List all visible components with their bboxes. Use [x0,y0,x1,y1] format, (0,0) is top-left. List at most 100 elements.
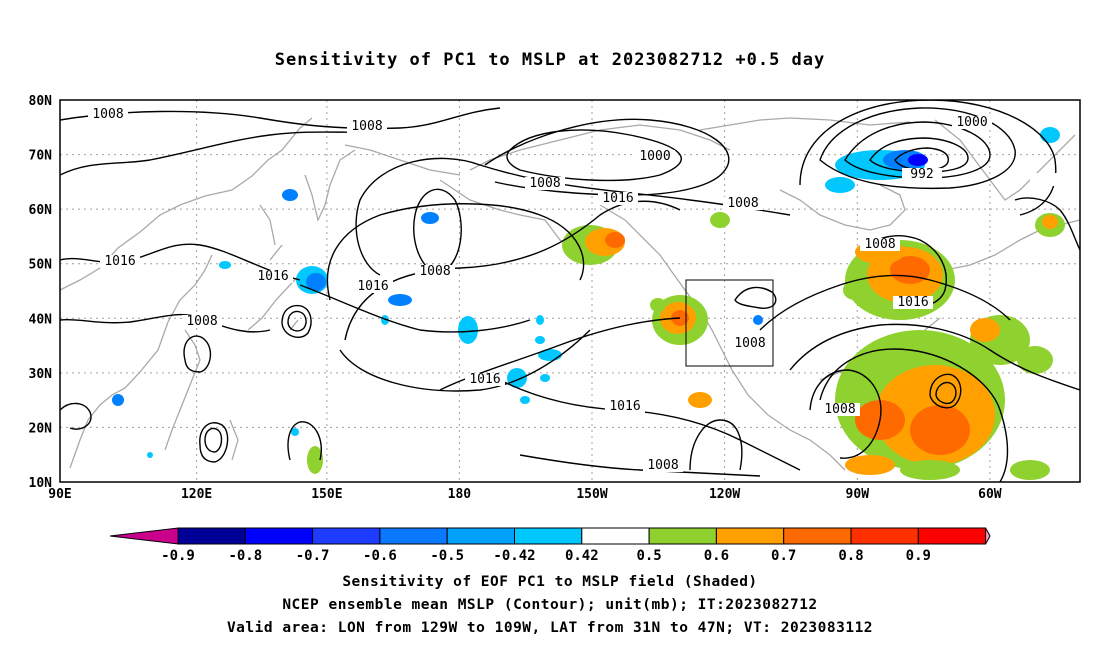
contour-label-bg [635,150,675,163]
shade-patch [307,446,323,474]
contour-line [204,427,223,453]
shade-patch [540,374,550,382]
shade-patch [306,273,326,291]
colorbar-tick-label: -0.5 [430,548,464,564]
contour-value-label: 1008 [864,237,895,252]
contour-line [326,203,585,301]
contour-value-label: 1000 [639,149,670,164]
latitude-labels: 80N 70N 60N 50N 40N 30N 20N 10N [29,94,53,491]
lon-tick-label: 120E [181,487,212,502]
shade-patch [520,396,530,404]
contour-line [287,421,322,461]
contour-value-label: 1008 [727,196,758,211]
shade-patch [219,261,231,269]
colorbar-swatch [514,527,583,545]
contour-line [809,369,882,459]
contour-line [1014,197,1080,251]
shade-patch [753,315,763,325]
contour-line [281,304,312,338]
contour-line [929,373,962,409]
contour-line [734,286,777,309]
contour-line [819,348,1009,482]
colorbar-swatch [177,527,246,545]
shade-patch [536,315,544,325]
contour-line [799,100,1057,216]
colorbar-swatch [917,527,987,545]
contour-line [519,454,761,477]
contour-value-label: 1016 [609,399,640,414]
coast-bering [344,144,576,249]
contour-value-label: 1016 [897,295,928,310]
contour-value-label: 1016 [469,372,500,387]
coast-asia [60,117,313,469]
contour-value-label: 1008 [92,107,123,122]
coast-kamchatka [259,149,356,246]
shade-patch [1010,460,1050,480]
contour-label-bg [347,120,387,133]
colorbar-tick-label: -0.7 [296,548,330,564]
caption-line-1: Sensitivity of EOF PC1 to MSLP field (Sh… [342,574,758,590]
shade-patch [710,212,730,228]
contour-label-bg [182,315,222,328]
lon-tick-label: 120W [709,487,740,502]
contour-value-label: 1008 [351,119,382,134]
contour-line [287,310,307,332]
contour-line [935,381,957,405]
shade-patch [538,349,562,361]
colorbar-swatch [648,527,717,545]
contour-label-bg [893,296,933,309]
caption-line-2: NCEP ensemble mean MSLP (Contour); unit(… [282,597,818,613]
coastlines [60,117,1080,471]
lon-tick-label: 90W [846,487,870,502]
contour-label-bg [860,238,900,251]
lat-tick-label: 80N [29,94,53,109]
contour-label-bg [902,168,942,181]
shade-patch [825,177,855,193]
colorbar: -0.9 -0.8 -0.7 -0.6 -0.5 -0.42 0.42 0.5 0.6 0.7 0.… [109,527,991,564]
lat-tick-label: 60N [29,203,53,218]
shade-patch [605,232,625,248]
contour-line [506,129,682,182]
contour-value-label: 1016 [357,279,388,294]
shade-patch [908,154,928,166]
contour-line [60,243,301,281]
contour-line [299,284,531,333]
colorbar-tick-label: 0.6 [704,548,729,564]
shade-patch [147,452,153,458]
lat-tick-label: 20N [29,421,53,436]
contour-line [60,402,92,430]
contour-label-bg [353,280,393,293]
graticule [60,100,1080,482]
contour-value-label: 1008 [419,264,450,279]
contour-value-label: 1016 [104,254,135,269]
shade-patch [890,256,930,284]
shade-patch [688,392,712,408]
contour-label-bg [253,270,293,283]
contour-line [689,419,743,471]
shade-patch [507,368,527,388]
longitude-labels: 90E 120E 150E 180 150W 120W 90W 60W [48,487,1002,502]
contour-label-bg [1030,173,1070,186]
coast-arctic [699,117,911,131]
contour-line [413,188,462,276]
shade-patch [291,428,299,436]
contour-value-label: 1008 [824,402,855,417]
contour-label-bg [465,373,505,386]
shade-patch [458,316,478,344]
lat-tick-label: 40N [29,312,53,327]
shade-patch [388,294,412,306]
contour-label-bg [88,108,128,121]
shade-patch [900,460,960,480]
lon-tick-label: 60W [978,487,1002,502]
lon-tick-label: 90E [48,487,71,502]
shade-patch [1040,127,1060,143]
shade-patch [970,318,1000,342]
colorbar-swatch [581,527,650,545]
shade-patch [843,280,867,300]
colorbar-swatch [783,527,852,545]
colorbar-right-tip [985,527,991,545]
shade-patch [421,212,439,224]
lat-tick-label: 10N [29,476,53,491]
contour-line [60,313,271,333]
colorbar-tick-label: 0.42 [565,548,599,564]
